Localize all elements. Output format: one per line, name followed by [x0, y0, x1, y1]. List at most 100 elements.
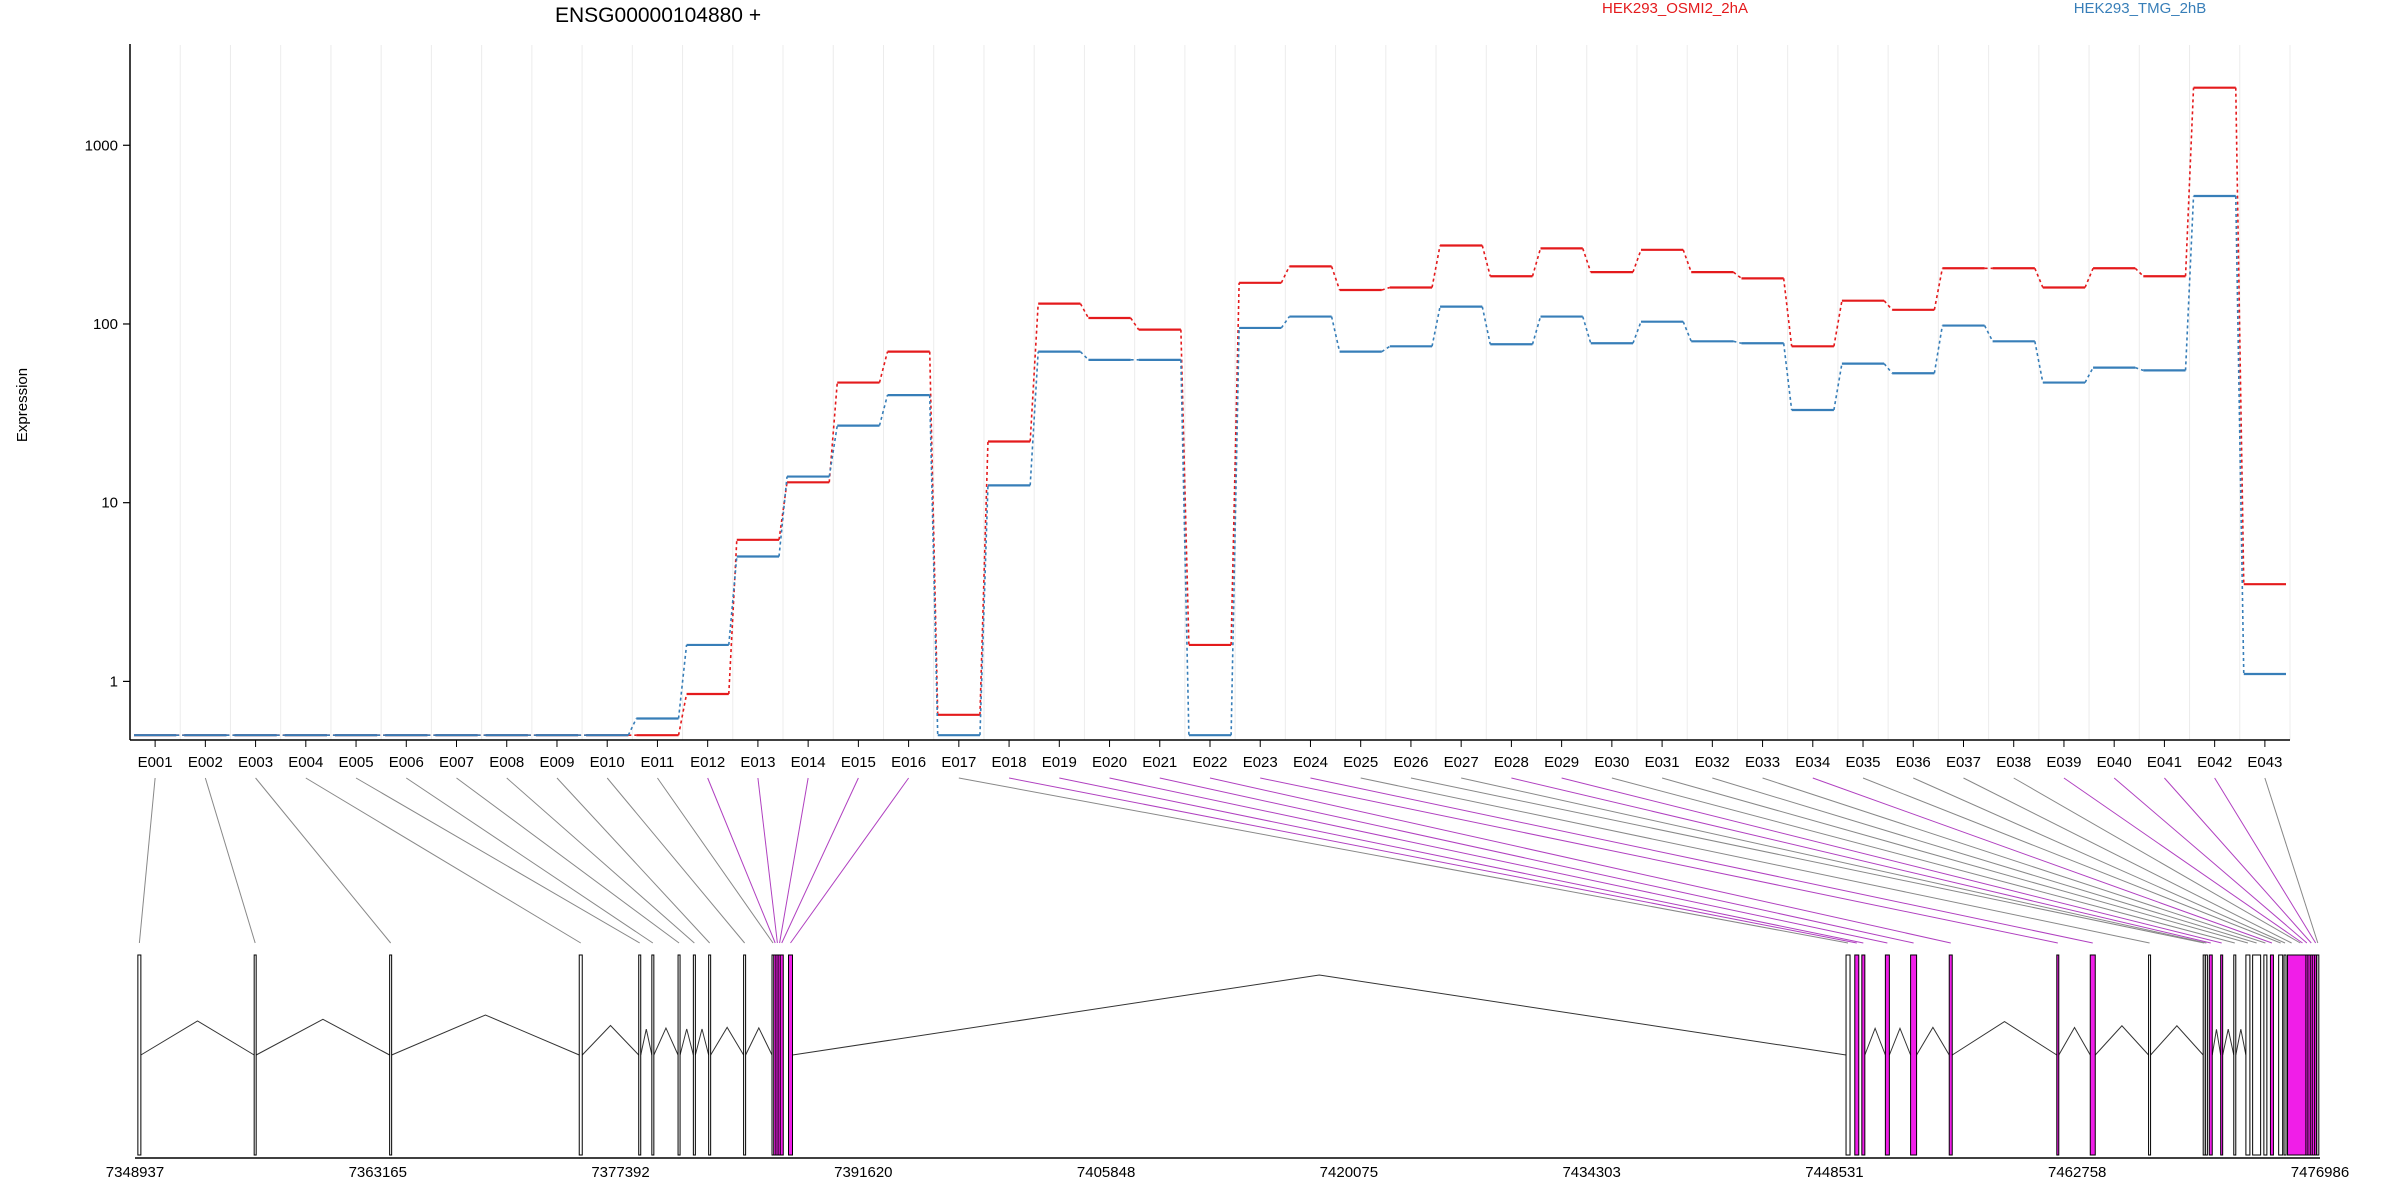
exon-label-e028: E028 [1494, 754, 1529, 771]
exon-box-e041 [2309, 954, 2313, 1156]
exon-label-e021: E021 [1142, 754, 1177, 771]
exon-box-e027 [2204, 954, 2208, 1156]
connector-e023 [1260, 777, 2058, 944]
intron [710, 1026, 745, 1056]
connector-e035 [1862, 777, 2281, 944]
exon-box-e032 [2252, 954, 2262, 1156]
exon-label-e006: E006 [389, 754, 424, 771]
exon-label-e022: E022 [1192, 754, 1227, 771]
exon-box-e024 [2089, 954, 2096, 1156]
connector-e015 [781, 777, 859, 944]
exon-box-e004 [578, 954, 583, 1156]
exon-label-e037: E037 [1946, 754, 1981, 771]
series-2-connector [1230, 327, 1240, 736]
connector-e009 [556, 777, 711, 944]
coord-tick-label: 7377392 [591, 1164, 649, 1181]
connector-e031 [1661, 777, 2249, 944]
coord-tick-label: 7363165 [349, 1164, 407, 1181]
grid [129, 45, 2291, 740]
exon-label-e013: E013 [740, 754, 775, 771]
series-2-connector [1431, 306, 1441, 347]
connector-e030 [1611, 777, 2235, 944]
connector-e043 [2264, 777, 2319, 944]
intron [792, 974, 1847, 1056]
series-2-connector [1481, 306, 1492, 345]
exon-label-e018: E018 [992, 754, 1027, 771]
exon-label-e042: E042 [2197, 754, 2232, 771]
series-1-connector [1330, 266, 1341, 291]
y-tick-label: 1 [110, 673, 118, 690]
exon-box-e021 [1910, 954, 1918, 1156]
connector-e005 [355, 777, 640, 944]
exon-label-e033: E033 [1745, 754, 1780, 771]
exon-box-e043 [2316, 954, 2320, 1156]
connector-e027 [1461, 777, 2207, 944]
series-1 [134, 86, 2286, 737]
y-tick-label: 100 [93, 316, 118, 333]
intron [255, 1018, 390, 1056]
exon-label-e030: E030 [1594, 754, 1629, 771]
exon-label-e005: E005 [339, 754, 374, 771]
intron [745, 1026, 773, 1056]
connector-e012 [707, 777, 776, 944]
exon-label-e040: E040 [2097, 754, 2132, 771]
series-1-connector [1431, 245, 1441, 288]
connector-e021 [1159, 777, 1914, 944]
connector-e028 [1511, 777, 2211, 944]
series-2-connector [1883, 363, 1893, 374]
series-2-connector [2234, 196, 2245, 675]
exon-label-e041: E041 [2147, 754, 2182, 771]
connector-e006 [406, 777, 654, 944]
exon-label-e031: E031 [1645, 754, 1680, 771]
connector-e018 [1008, 777, 1857, 944]
exon-label-e032: E032 [1695, 754, 1730, 771]
legend-series-2: HEK293_TMG_2hB [2074, 0, 2207, 17]
series-2-connector [1833, 363, 1843, 411]
exon-label-e039: E039 [2046, 754, 2081, 771]
series-1-connector [1129, 317, 1140, 331]
y-axis-label: Expression [14, 368, 31, 442]
exon-box-e022 [1948, 954, 1953, 1156]
series-1-connector [1079, 303, 1090, 319]
series-2-connector [1581, 316, 1592, 344]
connector-e013 [757, 777, 778, 944]
intron [2094, 1024, 2149, 1056]
connector-e024 [1310, 777, 2093, 944]
series-2-connector [1782, 343, 1793, 411]
series-2-connector [2084, 367, 2094, 383]
intron [140, 1020, 255, 1056]
series-2-connector [1983, 325, 1994, 342]
exon-box-e006 [651, 954, 655, 1156]
connector-e001 [138, 777, 156, 944]
y-tick-label: 1000 [85, 137, 118, 154]
exon-box-e005 [638, 954, 642, 1156]
series-1-connector [1933, 268, 1944, 310]
connector-e010 [606, 777, 745, 944]
exon-box-e016 [788, 954, 793, 1156]
exon-label-e002: E002 [188, 754, 223, 771]
coord-tick-label: 7420075 [1320, 1164, 1378, 1181]
series-2-connector [2135, 366, 2144, 372]
series-1-connector [1230, 282, 1240, 645]
exon-box-e039 [2287, 954, 2319, 1156]
intron [1951, 1021, 2058, 1056]
series-2-connector [1632, 321, 1642, 344]
connector-e017 [958, 777, 1849, 944]
x-axis: E001 E002 E003 E004 E005 E006 E007 E008 E009 E010… [130, 739, 2290, 771]
connector-e032 [1712, 777, 2257, 944]
connector-e003 [255, 777, 392, 944]
exon-box-e018 [1854, 954, 1860, 1156]
exon-label-e010: E010 [590, 754, 625, 771]
series-2-connector [2184, 195, 2195, 371]
coord-tick-label: 7405848 [1077, 1164, 1135, 1181]
series-1-connector [2234, 87, 2245, 585]
exon-box-e025 [2148, 954, 2152, 1156]
exon-label-e017: E017 [941, 754, 976, 771]
series-1-connector [1581, 248, 1592, 273]
exon-label-e016: E016 [891, 754, 926, 771]
connector-e042 [2214, 777, 2317, 944]
exon-box-e040 [2305, 954, 2309, 1156]
series-2-connector [727, 556, 738, 645]
exon-label-e001: E001 [138, 754, 173, 771]
intron [2150, 1025, 2204, 1056]
